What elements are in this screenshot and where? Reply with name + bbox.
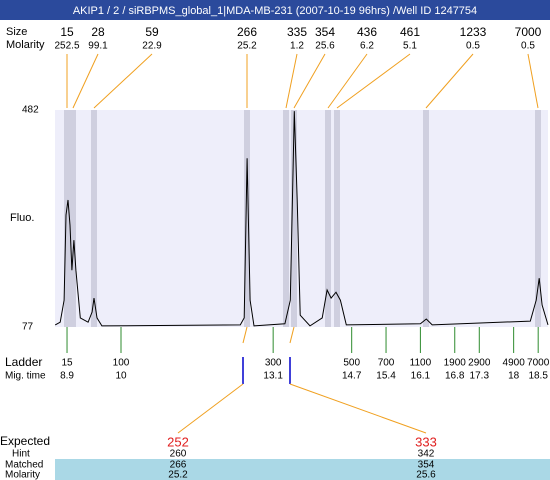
matched-band (55, 459, 550, 480)
peak-molarity: 5.1 (403, 41, 417, 52)
trace (54, 111, 549, 327)
peak-molarity: 6.2 (360, 41, 374, 52)
peak-size: 461 (400, 25, 420, 39)
peak-band (291, 110, 297, 327)
peak-size: 354 (315, 25, 335, 39)
peak-molarity: 25.2 (237, 41, 257, 52)
ladder-size: 1100 (410, 358, 432, 369)
ladder-time: 10 (115, 371, 127, 382)
peak-band (334, 110, 340, 327)
ladder-time: 13.1 (263, 371, 283, 382)
ladder-size: 2900 (468, 358, 491, 369)
peak-leader (285, 53, 298, 109)
ladder-time: 18 (508, 371, 520, 382)
y-axis-label: Fluo. (10, 212, 34, 224)
peak-molarity: 25.6 (315, 41, 335, 52)
peak-molarity: 252.5 (54, 41, 79, 52)
ladder-size: 1900 (444, 358, 467, 369)
peak-size: 15 (60, 25, 74, 39)
title-bar (0, 0, 550, 20)
ladder-size: 7000 (527, 358, 550, 369)
peak-leader (93, 53, 153, 109)
matched-value: 354 (418, 460, 435, 471)
peak-molarity: 0.5 (466, 41, 480, 52)
peak-leader (72, 53, 99, 109)
expected-leader-up (289, 326, 295, 344)
peak-leader (327, 53, 368, 109)
peak-band (64, 110, 70, 327)
peak-molarity: 0.5 (521, 41, 535, 52)
matched-label: Matched (5, 460, 43, 471)
expected-value: 252 (167, 434, 189, 449)
peak-leader (293, 53, 326, 109)
peak-size: 335 (287, 25, 307, 39)
molarity-row-label: Molarity (6, 39, 45, 51)
peak-band (423, 110, 429, 327)
peak-molarity: 1.2 (290, 41, 304, 52)
ladder-size: 300 (265, 358, 282, 369)
expected-leader-up (242, 326, 248, 344)
peak-molarity: 99.1 (88, 41, 108, 52)
ladder-label: Ladder (5, 355, 42, 369)
expected-value: 333 (415, 434, 437, 449)
ladder-size: 4900 (503, 358, 526, 369)
expected-label: Expected (0, 434, 50, 448)
hint-label: Hint (12, 449, 30, 460)
expected-molarity-label: Molarity (5, 470, 40, 480)
peak-leader (336, 53, 411, 109)
ladder-size: 15 (61, 358, 73, 369)
peak-size: 59 (145, 25, 159, 39)
ladder-size: 500 (343, 358, 360, 369)
ladder-time: 18.5 (528, 371, 548, 382)
peak-leader (527, 53, 539, 109)
ladder-time: 17.3 (470, 371, 490, 382)
peak-size: 7000 (515, 25, 542, 39)
hint-value: 342 (418, 449, 435, 460)
mig-time-label: Mig. time (5, 371, 46, 382)
peak-size: 28 (91, 25, 105, 39)
peak-band (91, 110, 97, 327)
peak-size: 436 (357, 25, 377, 39)
ladder-time: 16.8 (445, 371, 465, 382)
ladder-size: 700 (378, 358, 395, 369)
peak-size: 1233 (460, 25, 487, 39)
expected-leader (177, 383, 244, 434)
ladder-time: 15.4 (376, 371, 396, 382)
peak-molarity: 22.9 (142, 41, 162, 52)
peak-band (283, 110, 289, 327)
expected-molarity: 25.2 (168, 470, 188, 480)
plot-area (55, 110, 548, 327)
peak-band (244, 110, 250, 327)
peak-size: 266 (237, 25, 257, 39)
peak-band (325, 110, 331, 327)
peak-band (70, 110, 76, 327)
ladder-size: 100 (113, 358, 130, 369)
matched-value: 266 (170, 460, 187, 471)
hint-value: 260 (170, 449, 187, 460)
ladder-time: 8.9 (60, 371, 74, 382)
size-row-label: Size (6, 26, 27, 38)
title: AKIP1 / 2 / siRBPMS_global_1|MDA-MB-231 … (73, 5, 477, 17)
ladder-time: 16.1 (411, 371, 431, 382)
y-tick-label: 77 (22, 322, 34, 333)
peak-band (535, 110, 541, 327)
y-tick-label: 482 (22, 105, 39, 116)
peak-leader (425, 53, 474, 109)
expected-molarity: 25.6 (416, 470, 436, 480)
ladder-time: 14.7 (342, 371, 362, 382)
expected-leader (289, 383, 427, 434)
